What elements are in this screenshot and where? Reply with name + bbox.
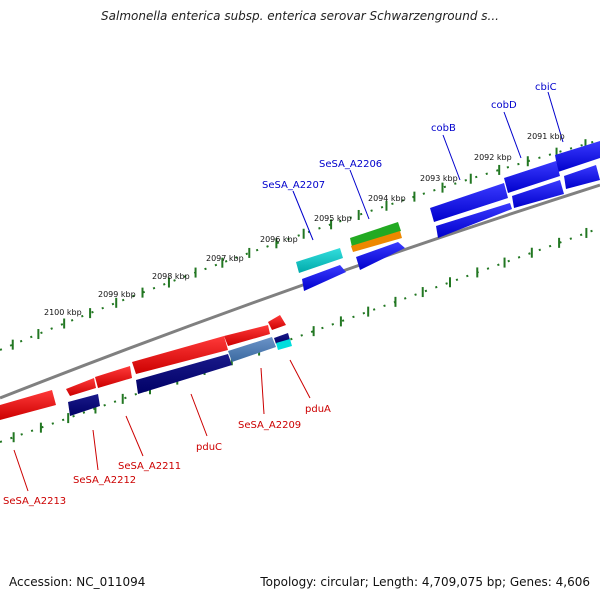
gene-label-cbiC[interactable]: cbiC — [535, 82, 557, 93]
gene-SeSA_A2207-lower[interactable] — [302, 265, 346, 291]
gene-SeSA_A2209[interactable] — [228, 337, 276, 362]
gene-pduC-red[interactable] — [132, 336, 228, 374]
tick-label-2098: 2098 kbp — [152, 272, 190, 281]
gene-label-SeSA_A2213[interactable]: SeSA_A2213 — [3, 496, 66, 507]
gene-label-SeSA_A2211[interactable]: SeSA_A2211 — [118, 461, 181, 472]
accession-text: Accession: NC_011094 — [9, 575, 146, 589]
gene-pduA[interactable] — [268, 315, 286, 330]
gene-SeSA_A2206-orange[interactable] — [351, 231, 402, 252]
map-title: Salmonella enterica subsp. enterica sero… — [101, 9, 499, 23]
tick-label-2097: 2097 kbp — [206, 254, 244, 263]
gene-cobD[interactable] — [504, 161, 560, 193]
tick-label-2092: 2092 kbp — [474, 153, 512, 162]
gene-label-pduA[interactable]: pduA — [305, 404, 331, 415]
gene-SeSA_A2213[interactable] — [0, 390, 56, 420]
gene-cobB[interactable] — [430, 183, 508, 222]
outer-major-ticks — [11, 139, 587, 350]
gene-pduC[interactable] — [136, 354, 232, 394]
reverse-connectors — [13, 359, 311, 492]
tick-label-2093: 2093 kbp — [420, 174, 458, 183]
gene-cbiC[interactable] — [555, 141, 600, 172]
forward-connectors — [292, 91, 564, 241]
gene-pduA-top[interactable] — [274, 333, 290, 344]
inner-major-ticks — [12, 227, 588, 443]
gene-pduA-cyan[interactable] — [276, 339, 292, 350]
gene-SeSA_A2209-red[interactable] — [224, 325, 270, 346]
gene-cobD-lower[interactable] — [512, 180, 564, 208]
gene-SeSA_A2211[interactable] — [95, 366, 132, 388]
tick-label-2099: 2099 kbp — [98, 290, 136, 299]
inner-tick-ring — [0, 227, 600, 443]
tick-label-2094: 2094 kbp — [368, 194, 406, 203]
gene-SeSA_A2206-green[interactable] — [350, 222, 401, 247]
gene-label-cobD[interactable]: cobD — [491, 100, 517, 111]
gene-label-cobB[interactable]: cobB — [431, 123, 456, 134]
tick-label-2100: 2100 kbp — [44, 308, 82, 317]
gene-label-SeSA_A2206[interactable]: SeSA_A2206 — [319, 159, 382, 170]
gene-SeSA_A2212-red[interactable] — [66, 378, 96, 396]
outer-tick-ring — [0, 139, 600, 351]
gene-label-SeSA_A2212[interactable]: SeSA_A2212 — [73, 475, 136, 486]
gene-cobB-lower[interactable] — [436, 203, 512, 238]
gene-label-pduC[interactable]: pduC — [196, 442, 222, 453]
gene-SeSA_A2207[interactable] — [296, 248, 343, 273]
tick-label-2091: 2091 kbp — [527, 132, 565, 141]
tick-label-2095: 2095 kbp — [314, 214, 352, 223]
gene-label-SeSA_A2209[interactable]: SeSA_A2209 — [238, 420, 301, 431]
gene-cbiC-lower[interactable] — [564, 165, 600, 189]
gene-SeSA_A2212[interactable] — [68, 394, 100, 416]
gene-label-SeSA_A2207[interactable]: SeSA_A2207 — [262, 180, 325, 191]
gene-SeSA_A2206[interactable] — [356, 242, 405, 270]
topology-text: Topology: circular; Length: 4,709,075 bp… — [260, 575, 590, 589]
tick-label-2096: 2096 kbp — [260, 235, 298, 244]
genome-backbone — [0, 183, 600, 400]
